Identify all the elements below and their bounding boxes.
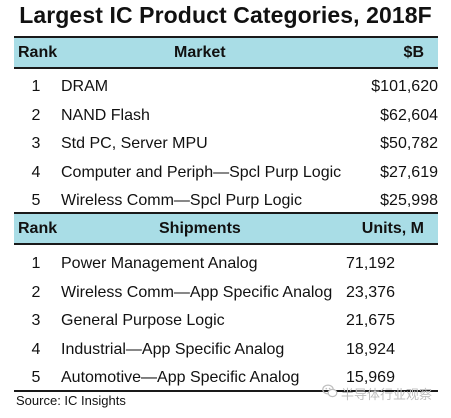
- market-value-cell: $62,604: [380, 106, 438, 124]
- shipments-header-rule: [14, 243, 438, 245]
- shipments-value-cell: 15,969: [346, 369, 395, 386]
- shipments-row: 5 Automotive—App Specific Analog 15,969: [14, 364, 438, 392]
- shipments-value-header: Units, M: [361, 220, 424, 237]
- bottom-rule: [14, 390, 438, 392]
- watermark-text: 半导体行业观察: [341, 387, 433, 402]
- shipments-row: 2 Wireless Comm—App Specific Analog 23,376: [14, 279, 438, 307]
- market-row: 3 Std PC, Server MPU $50,782: [14, 130, 438, 158]
- market-rank-cell: 1: [31, 78, 41, 95]
- market-name-cell: NAND Flash: [61, 106, 150, 124]
- shipments-header-band: Rank Shipments Units, M: [14, 214, 438, 243]
- shipments-value-cell: 23,376: [346, 283, 395, 301]
- shipments-value-cell: 71,192: [346, 255, 395, 272]
- shipments-name-cell: General Purpose Logic: [61, 312, 225, 329]
- shipments-rank-cell: 2: [31, 283, 41, 301]
- market-name-cell: Computer and Periph—Spcl Purp Logic: [61, 163, 342, 181]
- market-rank-cell: 2: [31, 106, 41, 124]
- market-rank-header: Rank: [18, 44, 58, 61]
- shipments-rank-cell: 1: [31, 255, 41, 272]
- market-value-cell: $50,782: [380, 135, 438, 152]
- market-rank-cell: 4: [31, 163, 41, 181]
- top-rule: [14, 36, 438, 38]
- shipments-name-cell: Power Management Analog: [61, 255, 258, 272]
- market-name-header: Market: [174, 44, 226, 61]
- market-name-cell: DRAM: [61, 78, 109, 95]
- wechat-icon: [322, 384, 338, 398]
- watermark: 半导体行业观察: [322, 383, 450, 402]
- shipments-row: 3 General Purpose Logic 21,675: [14, 307, 438, 335]
- page-title: Largest IC Product Categories, 2018F: [19, 2, 432, 28]
- shipments-rank-cell: 4: [31, 340, 41, 358]
- shipments-name-cell: Industrial—App Specific Analog: [61, 340, 285, 358]
- market-row: 1 DRAM $101,620: [14, 73, 438, 101]
- market-rank-cell: 5: [31, 192, 41, 209]
- market-header-rule: [14, 67, 438, 69]
- market-row: 2 NAND Flash $62,604: [14, 102, 438, 130]
- shipments-name-cell: Wireless Comm—App Specific Analog: [61, 283, 333, 301]
- shipments-name-cell: Automotive—App Specific Analog: [61, 369, 300, 386]
- market-value-cell: $25,998: [380, 192, 438, 209]
- shipments-row: 4 Industrial—App Specific Analog 18,924: [14, 336, 438, 364]
- shipments-rank-header: Rank: [18, 220, 58, 237]
- market-row: 4 Computer and Periph—Spcl Purp Logic $27,…: [14, 159, 438, 187]
- market-rank-cell: 3: [31, 135, 41, 152]
- shipments-rank-cell: 3: [31, 312, 41, 329]
- market-value-cell: $27,619: [380, 163, 438, 181]
- shipments-name-header: Shipments: [159, 220, 241, 237]
- section-rule: [14, 212, 438, 214]
- market-name-cell: Std PC, Server MPU: [61, 135, 208, 152]
- shipments-row: 1 Power Management Analog 71,192: [14, 250, 438, 278]
- market-header-band: Rank Market $B: [14, 38, 438, 67]
- source-note: Source: IC Insights: [16, 393, 126, 408]
- shipments-value-cell: 21,675: [346, 312, 395, 329]
- market-value-header: $B: [403, 44, 424, 61]
- shipments-rank-cell: 5: [31, 369, 41, 386]
- shipments-value-cell: 18,924: [346, 340, 395, 358]
- market-value-cell: $101,620: [371, 78, 438, 95]
- market-name-cell: Wireless Comm—Spcl Purp Logic: [61, 192, 302, 209]
- market-row: 5 Wireless Comm—Spcl Purp Logic $25,998: [14, 187, 438, 215]
